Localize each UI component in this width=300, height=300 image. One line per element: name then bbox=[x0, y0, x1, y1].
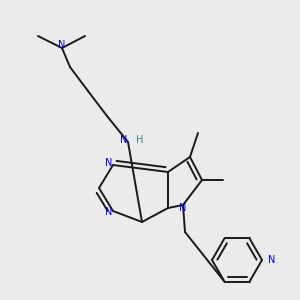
Text: N: N bbox=[268, 255, 275, 265]
Text: N: N bbox=[58, 40, 66, 50]
Text: H: H bbox=[136, 135, 143, 145]
Text: N: N bbox=[105, 207, 113, 217]
Text: N: N bbox=[179, 203, 187, 213]
Text: N: N bbox=[105, 158, 113, 168]
Text: N: N bbox=[120, 135, 128, 145]
